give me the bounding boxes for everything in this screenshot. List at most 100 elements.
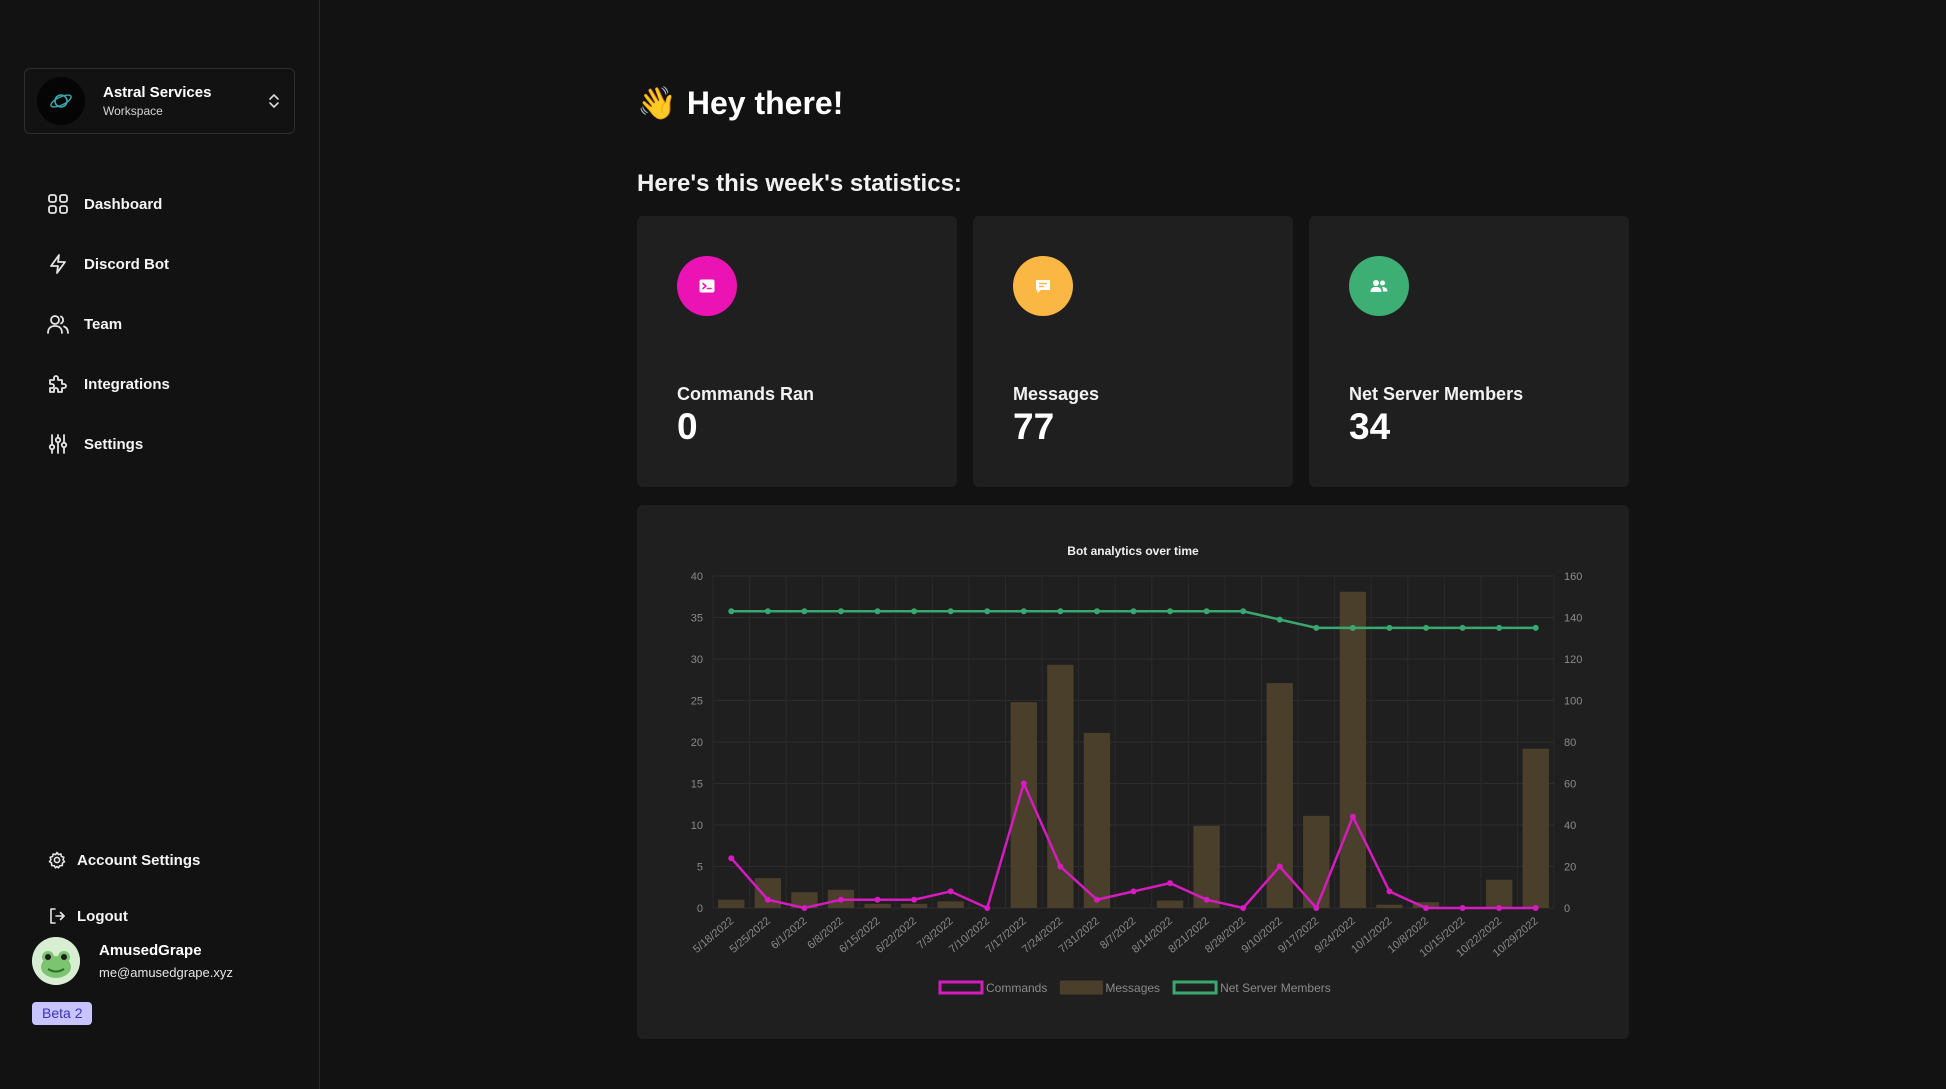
sliders-icon — [46, 432, 70, 456]
members-point — [1276, 616, 1283, 623]
commands-point — [1386, 888, 1393, 895]
stat-card-messages: Messages 77 — [973, 216, 1293, 487]
puzzle-icon — [46, 372, 70, 396]
legend-label: Net Server Members — [1220, 981, 1331, 995]
members-point — [837, 608, 844, 615]
messages-bar — [1193, 825, 1220, 908]
stat-title: Commands Ran — [677, 384, 815, 404]
legend-swatch — [1172, 980, 1218, 995]
members-point — [1532, 624, 1539, 631]
users-icon — [46, 312, 70, 336]
members-point — [1130, 608, 1137, 615]
members-point — [984, 608, 991, 615]
commands-point — [874, 896, 881, 903]
sidebar-item-label: Dashboard — [84, 195, 163, 213]
commands-point — [1240, 905, 1247, 911]
members-point — [1423, 624, 1430, 631]
commands-point — [764, 896, 771, 903]
account-settings-link[interactable]: Account Settings — [47, 832, 200, 888]
messages-bar — [1083, 732, 1111, 908]
legend-label: Commands — [986, 981, 1047, 995]
commands-point — [837, 896, 844, 903]
messages-bar — [754, 878, 782, 908]
sidebar-item-label: Discord Bot — [84, 255, 170, 273]
user-name: AmusedGrape — [99, 942, 202, 959]
commands-point — [947, 888, 954, 895]
commands-point — [1167, 880, 1174, 887]
y-left-tick-label: 40 — [691, 571, 703, 583]
workspace-name: Astral Services — [103, 84, 212, 101]
messages-bar — [1303, 815, 1330, 908]
members-point — [1240, 608, 1247, 615]
members-point — [1313, 624, 1320, 631]
members-point — [1203, 608, 1210, 615]
stats-heading: Here's this week's statistics: — [637, 170, 962, 197]
messages-bar — [1047, 664, 1074, 908]
stat-value: 34 — [1349, 406, 1391, 447]
messages-bar — [1522, 748, 1549, 908]
stat-value: 0 — [677, 406, 698, 447]
y-right-tick-label: 120 — [1564, 654, 1582, 666]
workspace-subtitle: Workspace — [103, 104, 163, 118]
messages-bar — [937, 901, 964, 908]
sidebar-item-team[interactable]: Team — [46, 294, 170, 354]
messages-bar — [791, 892, 818, 908]
sidebar-item-discord-bot[interactable]: Discord Bot — [46, 234, 170, 294]
logout-icon — [47, 906, 67, 926]
messages-bar — [1266, 683, 1293, 908]
logout-label: Logout — [77, 907, 128, 925]
y-left-tick-label: 0 — [697, 903, 703, 915]
stat-card-commands: Commands Ran 0 — [637, 216, 957, 487]
commands-point — [728, 855, 735, 862]
planet-icon — [37, 77, 85, 125]
x-tick-label: 7/31/2022 — [1057, 915, 1102, 956]
workspace-switcher[interactable]: Astral Services Workspace — [24, 68, 295, 134]
y-left-tick-label: 20 — [691, 737, 703, 749]
user-email: me@amusedgrape.xyz — [99, 965, 233, 980]
commands-point — [1203, 896, 1210, 903]
beta-badge: Beta 2 — [32, 1002, 93, 1025]
avatar — [32, 937, 80, 985]
sidebar-item-dashboard[interactable]: Dashboard — [46, 174, 170, 234]
members-point — [874, 608, 881, 615]
logout-link[interactable]: Logout — [47, 888, 200, 944]
sidebar-nav: Dashboard Discord Bot Team — [46, 174, 170, 474]
wave-emoji: 👋 — [637, 85, 677, 121]
x-tick-label: 6/22/2022 — [874, 915, 919, 956]
messages-bar — [1485, 879, 1513, 908]
y-right-tick-label: 100 — [1564, 696, 1582, 708]
messages-bar — [900, 903, 928, 908]
sidebar-item-label: Integrations — [84, 375, 170, 393]
commands-point — [1459, 905, 1466, 911]
members-point — [1093, 608, 1100, 615]
commands-point — [1020, 780, 1027, 787]
sidebar-item-settings[interactable]: Settings — [46, 414, 170, 474]
members-point — [1386, 624, 1393, 631]
commands-point — [1057, 863, 1064, 870]
stat-card-members: Net Server Members 34 — [1309, 216, 1629, 487]
user-profile[interactable]: AmusedGrape me@amusedgrape.xyz — [32, 937, 233, 985]
y-right-tick-label: 20 — [1564, 862, 1576, 874]
grid-icon — [46, 192, 70, 216]
account-menu: Account Settings Logout — [47, 832, 200, 944]
chevron-updown-icon — [266, 91, 282, 111]
analytics-chart: Bot analytics over time 0 5 10 15 20 25 30 35 40 0… — [691, 544, 1583, 995]
bolt-icon — [46, 252, 70, 276]
commands-point — [911, 896, 918, 903]
members-point — [1496, 624, 1503, 631]
x-tick-label: 5/25/2022 — [728, 915, 773, 956]
sidebar-item-integrations[interactable]: Integrations — [46, 354, 170, 414]
y-left-tick-label: 15 — [691, 779, 703, 791]
stat-title: Messages — [1013, 384, 1100, 404]
chart-title: Bot analytics over time — [1067, 544, 1199, 558]
y-right-tick-label: 40 — [1564, 820, 1576, 832]
members-point — [801, 608, 808, 615]
y-left-tick-label: 30 — [691, 654, 703, 666]
commands-point — [1349, 813, 1356, 820]
messages-bar — [1376, 904, 1403, 908]
gear-icon — [47, 850, 67, 870]
y-left-tick-label: 10 — [691, 820, 703, 832]
y-left-tick-label: 5 — [697, 862, 703, 874]
terminal-icon — [677, 256, 737, 316]
commands-point — [1313, 905, 1320, 911]
